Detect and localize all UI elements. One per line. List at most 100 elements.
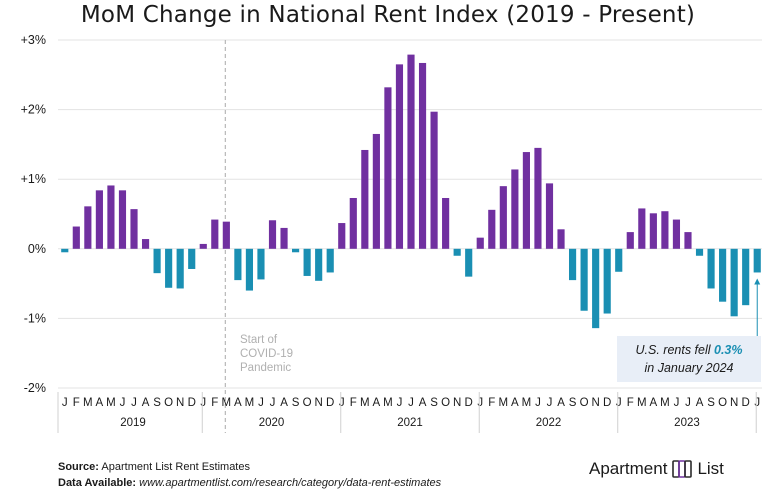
bar [453, 248, 461, 256]
month-label: A [696, 397, 704, 409]
month-label: M [245, 397, 255, 409]
month-label: M [106, 397, 116, 409]
pandemic-annotation-line3: Pandemic [240, 362, 292, 374]
bar [465, 248, 473, 277]
month-label: J [270, 397, 276, 409]
month-label: O [718, 397, 727, 409]
month-label: J [339, 397, 345, 409]
bar [592, 248, 600, 329]
source-text: Apartment List Rent Estimates [101, 461, 250, 473]
month-label: S [569, 397, 577, 409]
brand-name-left: Apartment [589, 459, 668, 478]
month-label: M [222, 397, 232, 409]
month-label: A [142, 397, 150, 409]
month-label: A [234, 397, 242, 409]
bar [222, 221, 230, 249]
month-label: J [408, 397, 414, 409]
bar [95, 190, 103, 249]
brand-mark-icon [672, 460, 693, 478]
month-label: J [754, 397, 760, 409]
y-tick-label: 0% [28, 242, 46, 256]
month-label: O [441, 397, 450, 409]
month-label: J [674, 397, 680, 409]
month-label: J [616, 397, 622, 409]
bar [188, 248, 196, 269]
bar [141, 239, 150, 249]
month-label: J [258, 397, 264, 409]
bar [130, 209, 138, 249]
month-label: J [120, 397, 126, 409]
month-label: S [153, 397, 161, 409]
bar [695, 248, 704, 256]
year-label: 2022 [536, 417, 562, 429]
bar [84, 206, 92, 249]
bar [107, 185, 115, 249]
bar [384, 87, 392, 249]
pandemic-annotation-line1: Start of [240, 334, 278, 346]
bar [118, 190, 127, 249]
month-label: A [373, 397, 381, 409]
month-label: M [522, 397, 532, 409]
month-label: M [637, 397, 647, 409]
bar [649, 213, 657, 249]
bar [72, 226, 80, 249]
month-label: F [73, 397, 80, 409]
bar [338, 223, 346, 249]
month-label: A [419, 397, 427, 409]
bar [580, 248, 588, 311]
bar [61, 248, 69, 253]
bar [326, 248, 334, 273]
month-label: D [326, 397, 334, 409]
bar [165, 248, 173, 288]
bar [707, 248, 715, 289]
data-url[interactable]: www.apartmentlist.com/research/category/… [139, 477, 442, 489]
bar [211, 219, 219, 249]
callout-prefix: U.S. rents fell [635, 343, 714, 357]
pandemic-annotation-line2: COVID-19 [240, 348, 294, 360]
month-label: J [547, 397, 553, 409]
bar [292, 248, 300, 253]
bar [488, 209, 496, 249]
month-label: J [685, 397, 691, 409]
bar [534, 147, 542, 249]
month-label: N [730, 397, 738, 409]
month-label: A [650, 397, 658, 409]
month-label: F [350, 397, 357, 409]
bar [303, 248, 311, 276]
bar [315, 248, 323, 281]
bar [361, 149, 369, 249]
month-label: M [660, 397, 670, 409]
bar [730, 248, 738, 317]
month-label: F [627, 397, 634, 409]
month-label: M [83, 397, 93, 409]
bar [430, 111, 438, 249]
month-label: S [430, 397, 438, 409]
bar [499, 186, 507, 249]
month-label: N [591, 397, 599, 409]
bar [442, 197, 450, 249]
bar [476, 237, 484, 249]
month-label: F [211, 397, 218, 409]
year-label: 2019 [120, 417, 146, 429]
bar [199, 243, 207, 249]
month-label: A [557, 397, 565, 409]
y-tick-label: -1% [24, 311, 46, 325]
chart-title: MoM Change in National Rent Index (2019 … [80, 2, 696, 28]
month-label: J [477, 397, 483, 409]
bar [672, 219, 681, 249]
callout-line2: in January 2024 [644, 361, 734, 375]
year-label: 2020 [259, 417, 285, 429]
bar [268, 220, 277, 249]
month-label: O [164, 397, 173, 409]
y-tick-label: +2% [21, 103, 46, 117]
bar [245, 248, 254, 291]
y-tick-label: +1% [21, 172, 46, 186]
source-label: Source: [58, 461, 99, 473]
month-label: O [303, 397, 312, 409]
bar [603, 248, 611, 314]
bar [153, 248, 161, 274]
month-label: N [315, 397, 323, 409]
month-label: D [603, 397, 611, 409]
month-label: J [131, 397, 137, 409]
